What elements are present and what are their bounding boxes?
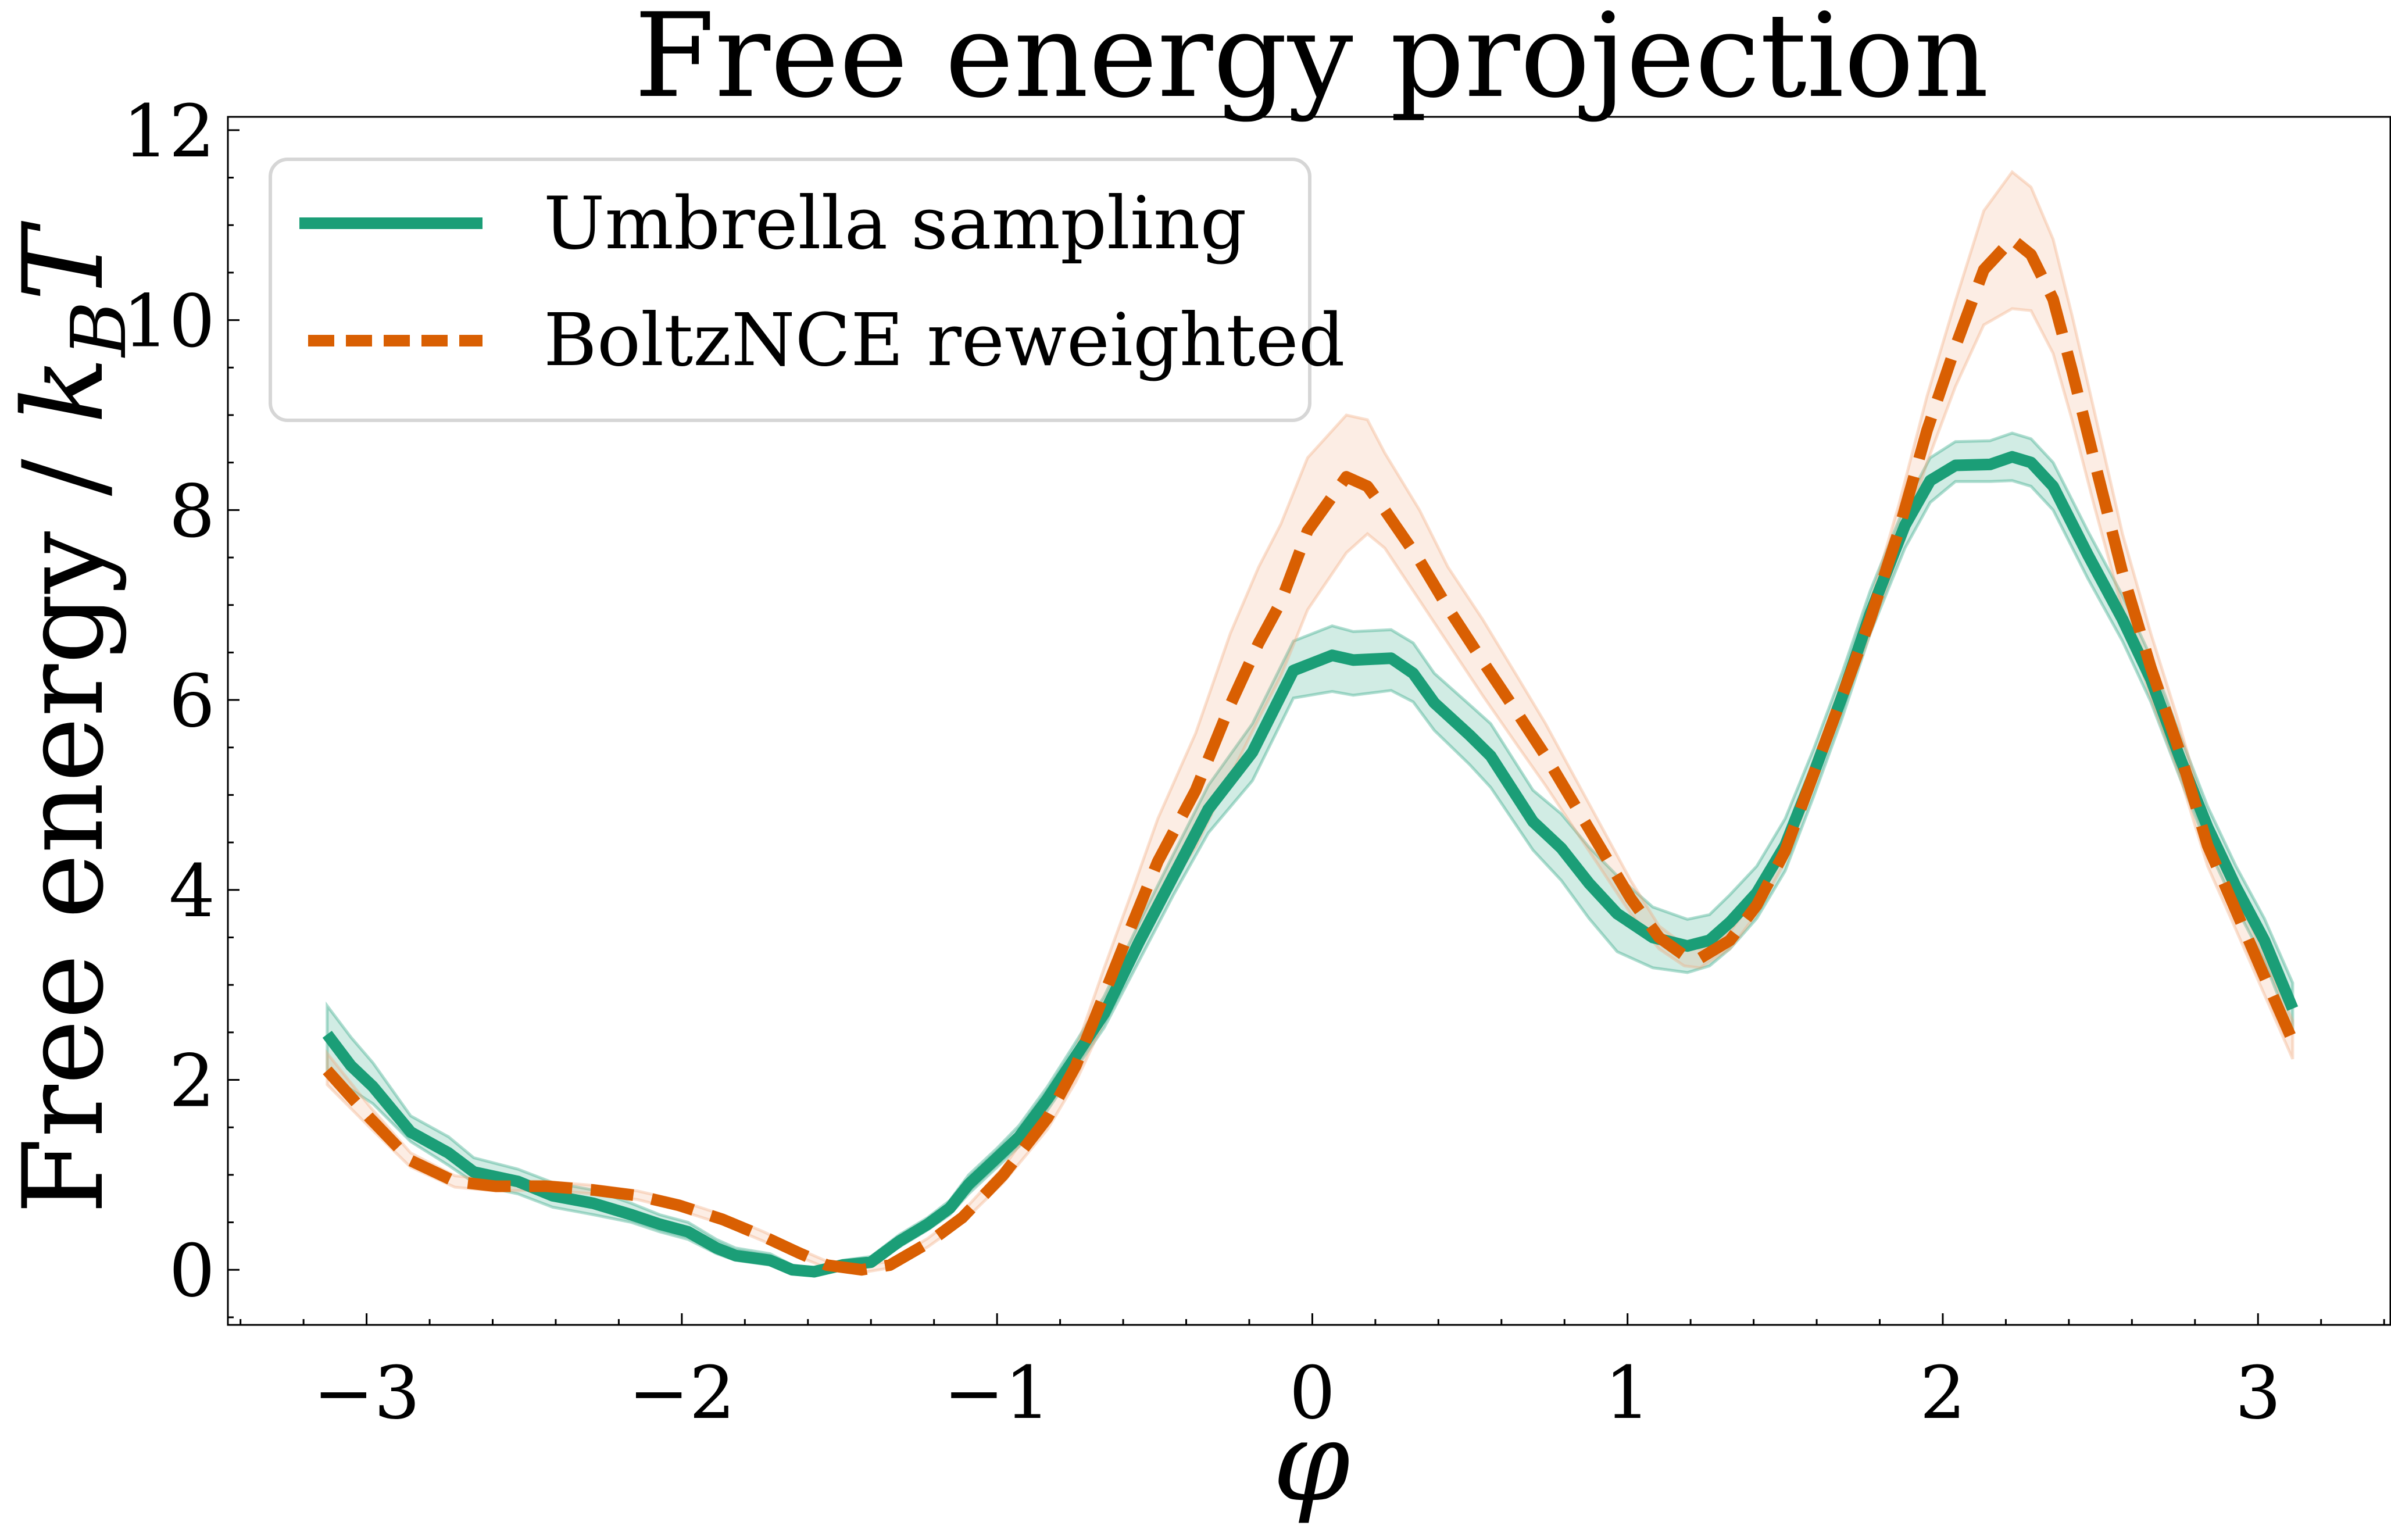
x-tick-label: 2 [1920, 1351, 1966, 1435]
y-axis-label-T: T [0, 220, 128, 301]
series-lines [322, 233, 2299, 1278]
x-axis-ticks: −3 −2 −1 0 1 2 3 [240, 1313, 2385, 1435]
x-tick-label: 1 [1604, 1351, 1651, 1435]
y-axis-label-sub: B [55, 301, 143, 358]
y-tick-label: 0 [169, 1229, 215, 1313]
x-tick-label: −3 [313, 1351, 420, 1435]
legend: Umbrella sampling BoltzNCE reweighted [269, 158, 1345, 422]
legend-label-umbrella-sampling: Umbrella sampling [544, 181, 1247, 266]
legend-frame [269, 158, 1311, 422]
y-tick-label: 12 [123, 90, 215, 174]
y-tick-label: 6 [169, 659, 215, 744]
x-tick-label: −1 [943, 1351, 1050, 1435]
x-tick-label: −2 [628, 1351, 735, 1435]
axes-frame [227, 116, 2391, 1326]
y-axis-label-k: k [0, 357, 128, 424]
x-tick-label: 0 [1289, 1351, 1336, 1435]
line-boltznce-reweighted [323, 233, 2299, 1276]
y-tick-label: 8 [169, 469, 215, 553]
y-tick-label: 4 [169, 849, 215, 934]
y-axis-ticks: 0 2 4 6 8 10 12 [123, 90, 240, 1319]
x-axis-label: φ [1273, 1398, 1350, 1526]
line-umbrella-sampling [322, 451, 2299, 1278]
legend-label-boltznce-reweighted: BoltzNCE reweighted [544, 298, 1345, 383]
y-tick-label: 10 [123, 280, 215, 364]
y-axis-label: Free energy / kBT [0, 220, 143, 1214]
y-tick-label: 2 [169, 1039, 215, 1124]
chart-title: Free energy projection [634, 0, 1989, 124]
plot-area [322, 170, 2299, 1278]
y-axis-label-prefix: Free energy / [0, 424, 128, 1214]
x-tick-label: 3 [2235, 1351, 2281, 1435]
